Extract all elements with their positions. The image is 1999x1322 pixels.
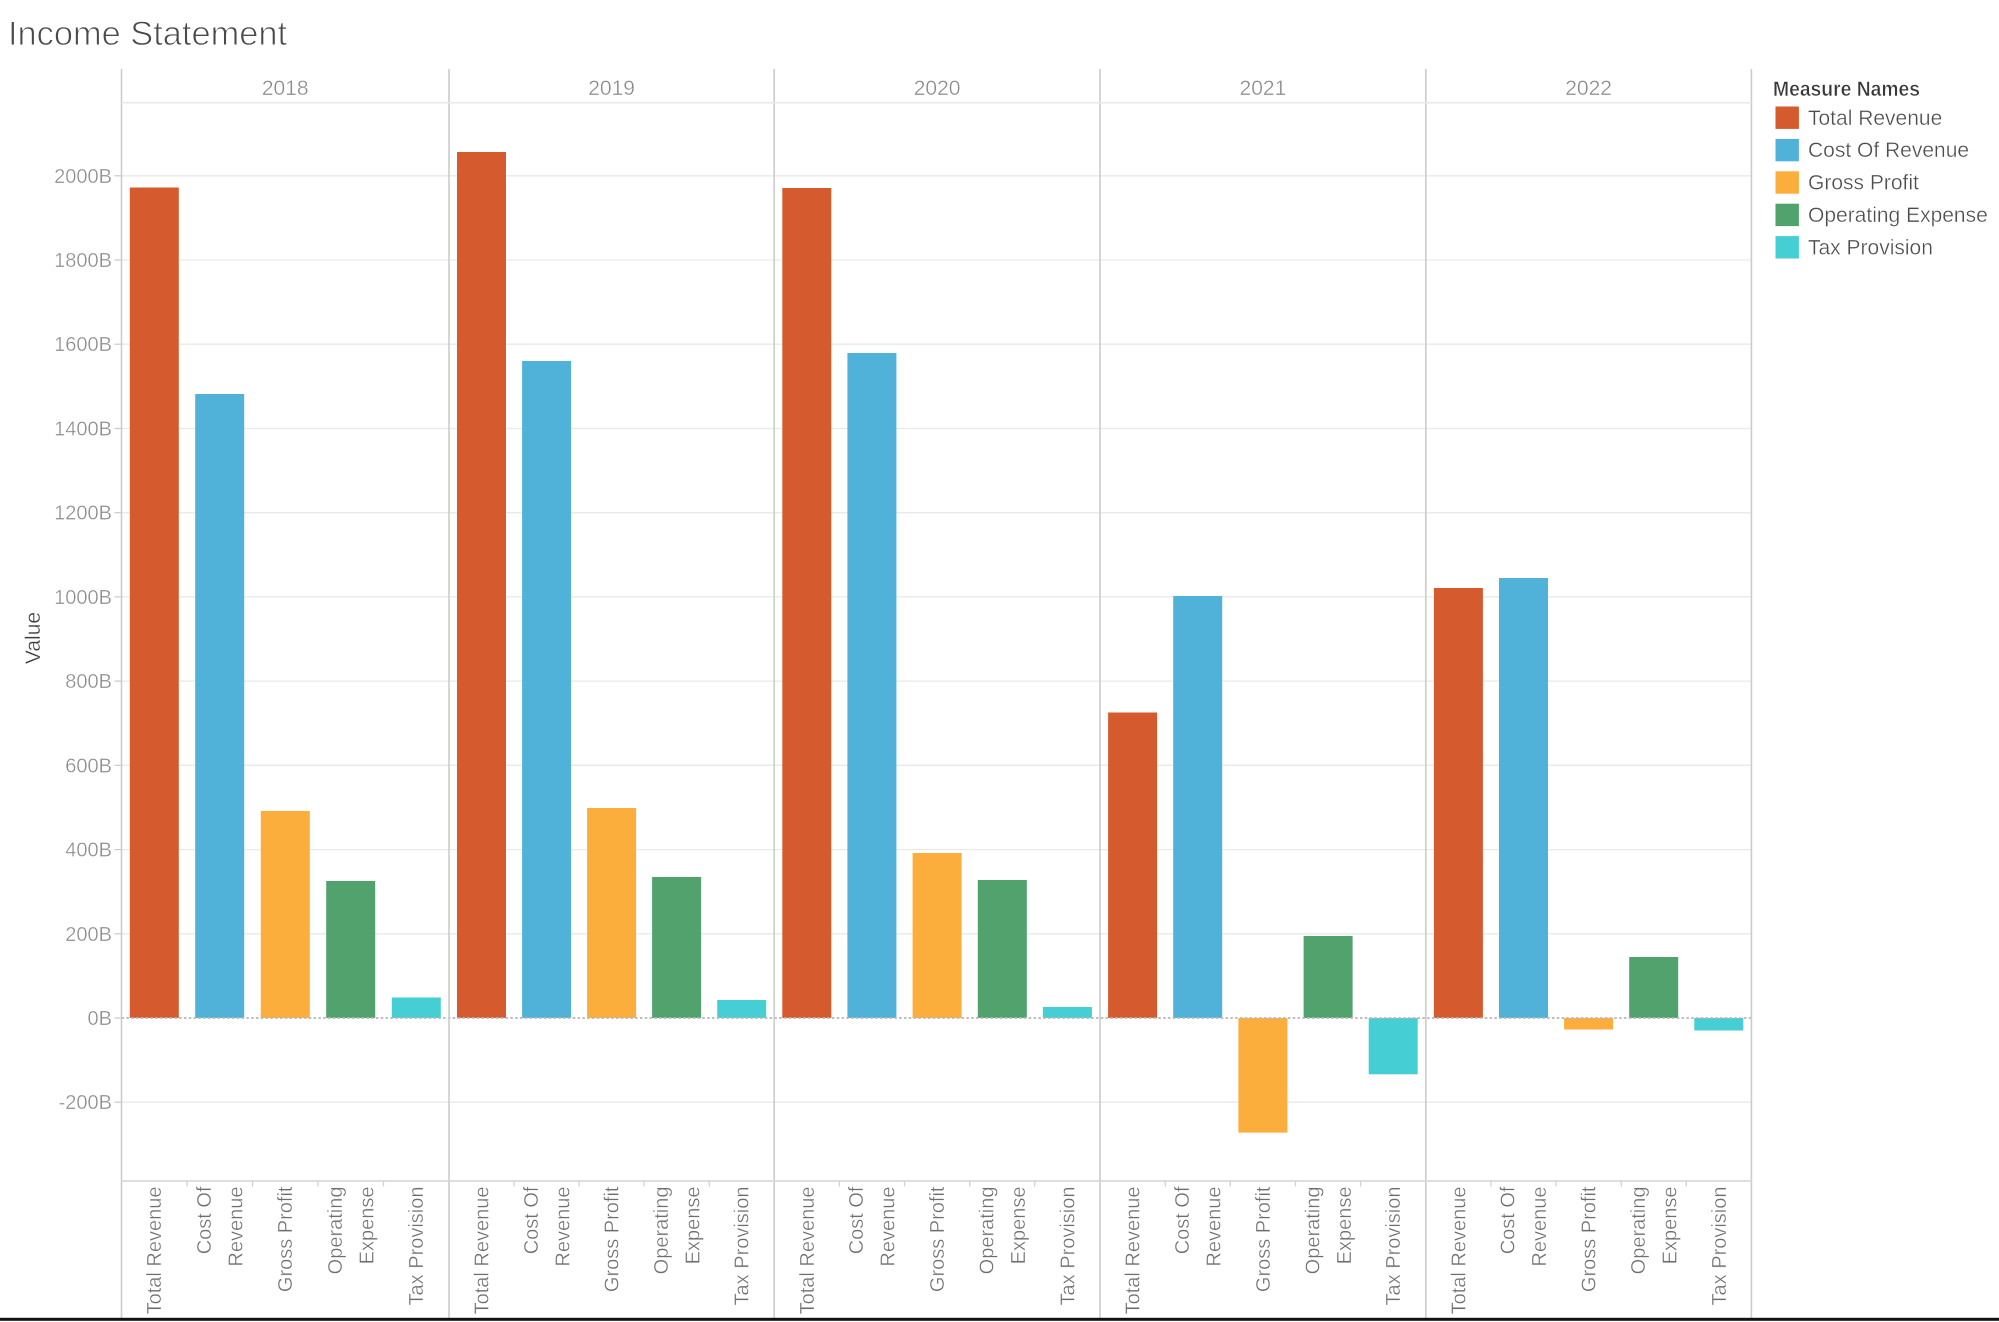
svg-text:Gross Profit: Gross Profit (1579, 1186, 1601, 1292)
svg-text:Tax Provision: Tax Provision (1057, 1187, 1079, 1306)
svg-text:Value: Value (22, 612, 45, 664)
svg-text:Expense: Expense (357, 1187, 379, 1265)
svg-text:Revenue: Revenue (878, 1187, 900, 1267)
svg-text:Cost Of Revenue: Cost Of Revenue (1808, 139, 1969, 162)
svg-text:2018: 2018 (262, 77, 309, 100)
svg-text:Total Revenue: Total Revenue (472, 1187, 494, 1315)
svg-text:Operating: Operating (325, 1187, 347, 1275)
svg-text:Cost Of: Cost Of (194, 1186, 216, 1254)
svg-text:Gross Profit: Gross Profit (275, 1186, 297, 1292)
svg-text:-200B: -200B (59, 1092, 112, 1114)
svg-text:Expense: Expense (1660, 1187, 1682, 1265)
svg-text:1400B: 1400B (54, 419, 112, 441)
svg-text:2000B: 2000B (54, 166, 112, 188)
svg-text:Tax Provision: Tax Provision (1808, 236, 1933, 259)
svg-text:2019: 2019 (588, 77, 635, 100)
svg-text:400B: 400B (65, 840, 112, 862)
svg-text:Income Statement: Income Statement (8, 15, 288, 53)
svg-text:Tax Provision: Tax Provision (406, 1187, 428, 1306)
svg-text:Cost Of: Cost Of (1498, 1186, 1520, 1254)
svg-text:Tax Provision: Tax Provision (1383, 1187, 1405, 1306)
svg-text:Operating: Operating (651, 1187, 673, 1275)
svg-text:Gross Profit: Gross Profit (1808, 172, 1919, 195)
svg-text:2020: 2020 (914, 77, 961, 100)
svg-text:Total Revenue: Total Revenue (797, 1187, 819, 1315)
svg-text:Cost Of: Cost Of (521, 1186, 543, 1254)
svg-text:1600B: 1600B (54, 334, 112, 356)
svg-text:Expense: Expense (1334, 1187, 1356, 1265)
svg-text:Tax Provision: Tax Provision (732, 1187, 754, 1306)
svg-text:200B: 200B (65, 924, 112, 946)
svg-text:Total Revenue: Total Revenue (144, 1187, 166, 1315)
svg-text:Tax Provision: Tax Provision (1709, 1187, 1731, 1306)
svg-text:Total Revenue: Total Revenue (1448, 1187, 1470, 1315)
svg-text:Cost Of: Cost Of (846, 1186, 868, 1254)
svg-text:1000B: 1000B (54, 587, 112, 609)
svg-text:Total Revenue: Total Revenue (1808, 107, 1942, 130)
svg-text:Cost Of: Cost Of (1172, 1186, 1194, 1254)
svg-text:1200B: 1200B (54, 503, 112, 525)
svg-text:Operating: Operating (1302, 1187, 1324, 1275)
svg-text:1800B: 1800B (54, 250, 112, 272)
svg-text:800B: 800B (65, 671, 112, 693)
svg-text:Total Revenue: Total Revenue (1123, 1187, 1145, 1315)
svg-text:2022: 2022 (1565, 77, 1612, 100)
svg-text:Measure Names: Measure Names (1773, 78, 1920, 101)
svg-text:Revenue: Revenue (226, 1187, 248, 1267)
svg-text:Operating: Operating (977, 1187, 999, 1275)
svg-text:Operating: Operating (1628, 1187, 1650, 1275)
svg-text:Operating Expense: Operating Expense (1808, 204, 1988, 227)
svg-text:Gross Profit: Gross Profit (602, 1186, 624, 1292)
svg-text:Revenue: Revenue (1204, 1187, 1226, 1267)
svg-text:Expense: Expense (1008, 1187, 1030, 1265)
svg-text:Expense: Expense (682, 1187, 704, 1265)
svg-text:Gross Profit: Gross Profit (927, 1186, 949, 1292)
svg-text:Revenue: Revenue (1529, 1187, 1551, 1267)
svg-text:Gross Profit: Gross Profit (1253, 1186, 1275, 1292)
svg-text:0B: 0B (88, 1008, 112, 1030)
svg-text:Revenue: Revenue (552, 1187, 574, 1267)
svg-text:2021: 2021 (1240, 77, 1287, 100)
svg-text:600B: 600B (65, 755, 112, 777)
